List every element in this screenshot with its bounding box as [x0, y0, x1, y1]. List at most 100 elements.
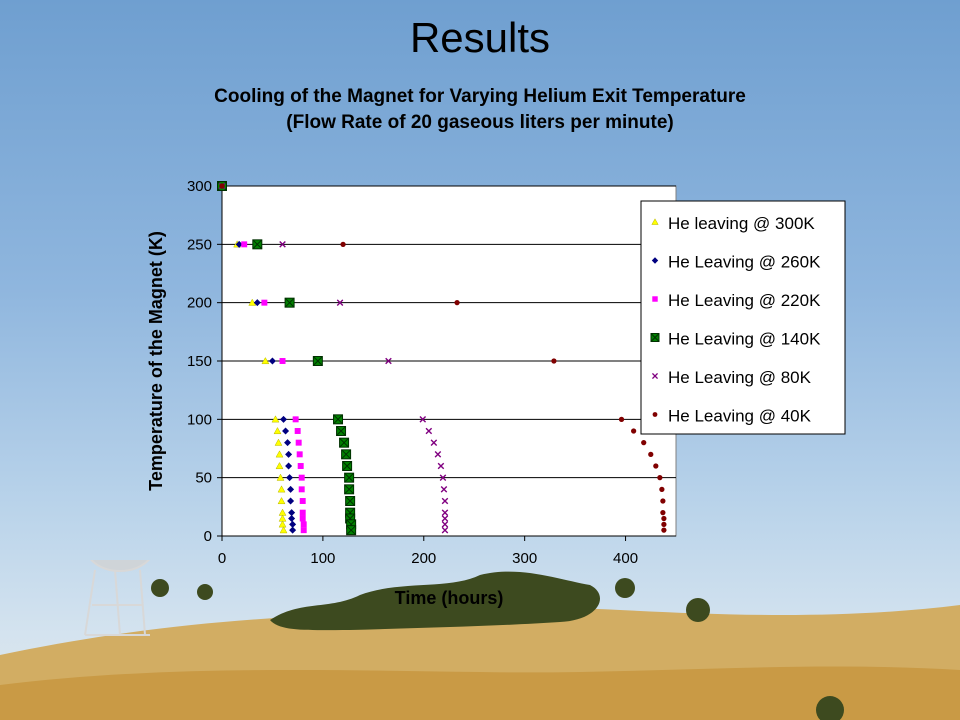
- series: [218, 182, 297, 534]
- data-point: [284, 439, 292, 447]
- data-point: [268, 357, 276, 365]
- data-point: [285, 450, 293, 458]
- x-axis-label: Time (hours): [395, 588, 504, 608]
- tree: [197, 584, 213, 600]
- data-point: [454, 300, 460, 306]
- data-point: [235, 240, 243, 248]
- legend-label: He Leaving @ 40K: [668, 407, 812, 426]
- data-point: [289, 526, 297, 534]
- data-points: [217, 181, 667, 536]
- legend-label: He Leaving @ 80K: [668, 368, 812, 387]
- data-point: [300, 521, 307, 528]
- data-point: [288, 509, 296, 517]
- data-point: [430, 439, 438, 446]
- data-point: [345, 496, 356, 506]
- data-point: [285, 462, 293, 470]
- data-point: [341, 449, 352, 460]
- data-point: [279, 241, 286, 248]
- data-point: [659, 486, 665, 492]
- data-point: [279, 358, 286, 364]
- x-tick-label: 300: [512, 550, 537, 567]
- data-point: [279, 526, 288, 534]
- x-tick-label: 0: [218, 550, 226, 567]
- y-axis-ticks: 0 50 100 150 200 250 300: [187, 178, 223, 545]
- data-point: [660, 510, 666, 516]
- data-point: [653, 463, 659, 469]
- data-point: [296, 451, 303, 458]
- data-point: [278, 520, 287, 528]
- data-point: [652, 412, 658, 417]
- landscape-background: [0, 560, 960, 720]
- y-tick-label: 200: [187, 295, 212, 312]
- data-point: [261, 299, 268, 306]
- data-point: [339, 437, 350, 448]
- legend-box: [640, 200, 846, 435]
- x-axis-ticks: 0 100 200 300 400: [218, 535, 676, 567]
- legend-entry: He Leaving @ 260K: [651, 253, 821, 272]
- data-point: [295, 439, 302, 446]
- data-point: [434, 451, 442, 458]
- legend-entry: He Leaving @ 220K: [652, 291, 821, 310]
- x-tick-label: 100: [310, 550, 335, 567]
- data-point: [282, 427, 290, 435]
- data-point: [297, 463, 304, 469]
- data-point: [340, 241, 346, 247]
- data-point: [248, 298, 257, 306]
- legend-label: He Leaving @ 140K: [668, 330, 821, 349]
- data-point: [661, 515, 667, 522]
- hills-front: [0, 666, 960, 720]
- radio-telescope-icon: [84, 560, 150, 636]
- tree: [816, 696, 844, 720]
- data-point: [441, 526, 449, 534]
- data-point: [441, 515, 449, 522]
- data-point: [441, 497, 449, 505]
- data-point: [441, 509, 449, 516]
- data-point: [287, 485, 295, 493]
- data-point: [276, 473, 285, 481]
- data-point: [425, 427, 433, 435]
- data-point: [439, 474, 447, 481]
- data-point: [289, 520, 297, 528]
- data-point: [661, 521, 667, 527]
- data-point: [660, 498, 666, 504]
- data-point: [651, 218, 659, 225]
- data-point: [253, 299, 261, 307]
- data-point: [277, 496, 286, 505]
- data-point: [300, 527, 307, 534]
- data-point: [344, 484, 355, 495]
- y-tick-label: 250: [187, 236, 212, 253]
- data-point: [385, 357, 392, 365]
- data-point: [275, 450, 284, 458]
- legend-label: He Leaving @ 260K: [668, 253, 821, 272]
- chart-title: Cooling of the Magnet for Varying Helium…: [214, 86, 746, 107]
- data-point: [261, 356, 270, 365]
- data-point: [336, 299, 344, 306]
- legend-label: He leaving @ 300K: [668, 214, 815, 233]
- data-point: [661, 527, 667, 533]
- data-point: [241, 241, 248, 248]
- data-point: [441, 521, 449, 528]
- data-point: [277, 485, 286, 493]
- data-point: [346, 525, 357, 536]
- series: [219, 183, 307, 534]
- legend-entry: He Leaving @ 80K: [651, 368, 812, 387]
- chart-subtitle: (Flow Rate of 20 gaseous liters per minu…: [286, 112, 674, 133]
- data-point: [284, 297, 295, 308]
- data-point: [651, 257, 659, 264]
- data-point: [551, 358, 557, 364]
- data-point: [275, 461, 284, 470]
- data-point: [298, 486, 305, 493]
- y-tick-label: 150: [187, 353, 212, 370]
- data-point: [294, 428, 301, 434]
- data-point: [641, 440, 647, 446]
- data-point: [631, 428, 637, 434]
- data-point: [344, 472, 355, 483]
- data-point: [273, 426, 282, 435]
- data-point: [298, 474, 305, 481]
- y-tick-label: 0: [204, 528, 212, 545]
- data-point: [286, 474, 294, 482]
- legend-label: He Leaving @ 220K: [668, 291, 821, 310]
- data-point: [336, 426, 347, 436]
- data-point: [271, 415, 280, 423]
- legend-entry: He Leaving @ 40K: [652, 407, 812, 426]
